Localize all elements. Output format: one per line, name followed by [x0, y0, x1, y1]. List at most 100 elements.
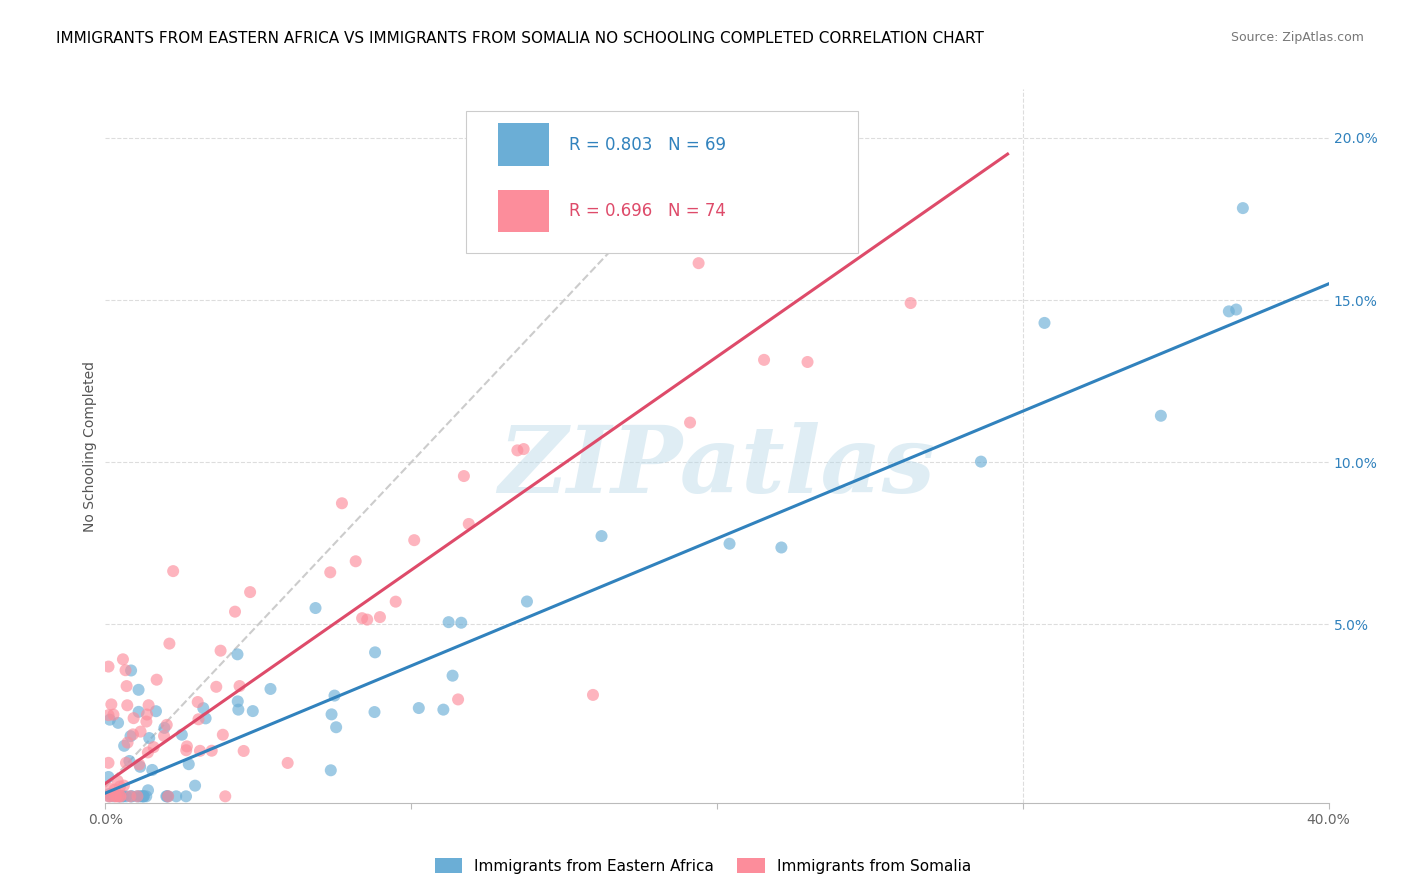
Y-axis label: No Schooling Completed: No Schooling Completed: [83, 360, 97, 532]
Point: [114, 663, 136, 677]
Point: [115, 679, 138, 693]
Point: [115, 756, 138, 770]
Point: [142, 740, 165, 755]
Point: [323, 689, 346, 703]
Point: [304, 601, 326, 615]
Point: [770, 541, 793, 555]
Legend: Immigrants from Eastern Africa, Immigrants from Somalia: Immigrants from Eastern Africa, Immigran…: [429, 852, 977, 880]
Point: [104, 789, 127, 804]
Point: [404, 533, 426, 548]
Point: [128, 682, 150, 697]
Point: [108, 780, 131, 794]
Point: [132, 789, 155, 804]
Point: [718, 537, 741, 551]
Point: [209, 643, 232, 657]
Point: [1225, 302, 1247, 317]
Point: [450, 615, 472, 630]
Point: [115, 789, 138, 804]
Point: [97, 756, 120, 770]
Point: [107, 715, 129, 730]
Point: [111, 652, 134, 666]
Point: [226, 648, 249, 662]
Point: [356, 613, 378, 627]
Point: [364, 645, 387, 659]
Point: [129, 724, 152, 739]
Point: [224, 605, 246, 619]
Point: [103, 789, 125, 804]
Point: [108, 789, 131, 804]
Point: [97, 789, 120, 804]
Point: [174, 789, 197, 804]
Point: [796, 355, 818, 369]
Point: [319, 566, 342, 580]
Point: [156, 718, 179, 732]
Point: [128, 789, 150, 804]
Point: [277, 756, 299, 770]
Point: [582, 688, 605, 702]
Point: [120, 664, 142, 678]
Point: [344, 554, 367, 568]
Point: [352, 611, 374, 625]
Point: [131, 789, 153, 804]
Point: [107, 789, 129, 804]
Point: [153, 721, 176, 735]
Text: R = 0.696   N = 74: R = 0.696 N = 74: [569, 202, 725, 219]
Point: [384, 595, 406, 609]
Point: [447, 692, 470, 706]
Point: [900, 296, 922, 310]
Point: [174, 743, 197, 757]
Point: [136, 746, 159, 760]
Point: [128, 705, 150, 719]
Point: [211, 728, 233, 742]
Point: [228, 703, 250, 717]
Point: [110, 789, 132, 804]
Text: Source: ZipAtlas.com: Source: ZipAtlas.com: [1230, 31, 1364, 45]
Point: [97, 708, 120, 723]
Point: [98, 789, 121, 804]
Point: [688, 256, 710, 270]
Point: [97, 781, 120, 796]
Point: [107, 789, 129, 804]
Point: [136, 707, 159, 722]
Point: [100, 698, 122, 712]
Point: [187, 712, 209, 726]
Text: IMMIGRANTS FROM EASTERN AFRICA VS IMMIGRANTS FROM SOMALIA NO SCHOOLING COMPLETED: IMMIGRANTS FROM EASTERN AFRICA VS IMMIGR…: [56, 31, 984, 46]
Point: [242, 704, 264, 718]
Point: [319, 764, 342, 778]
Point: [321, 707, 343, 722]
Point: [170, 728, 193, 742]
Point: [145, 704, 167, 718]
Point: [127, 789, 149, 804]
Point: [122, 711, 145, 725]
Point: [1232, 201, 1254, 215]
Point: [155, 789, 177, 804]
Point: [184, 779, 207, 793]
Point: [128, 757, 150, 772]
Point: [138, 731, 160, 745]
Point: [117, 735, 139, 749]
Point: [135, 789, 157, 804]
Point: [591, 529, 613, 543]
Point: [408, 701, 430, 715]
Point: [201, 744, 224, 758]
Point: [205, 680, 228, 694]
Point: [121, 789, 143, 804]
Point: [141, 763, 163, 777]
Point: [214, 789, 236, 804]
Point: [110, 789, 132, 804]
Point: [156, 789, 179, 804]
Point: [1033, 316, 1056, 330]
Point: [98, 713, 121, 727]
Point: [970, 455, 993, 469]
Point: [165, 789, 187, 804]
Point: [138, 698, 160, 713]
FancyBboxPatch shape: [498, 123, 550, 166]
Point: [100, 789, 122, 804]
Point: [107, 773, 129, 788]
Point: [453, 469, 475, 483]
Point: [129, 789, 152, 804]
Point: [145, 673, 167, 687]
Point: [187, 695, 209, 709]
Point: [105, 789, 128, 804]
Text: ZIPatlas: ZIPatlas: [499, 423, 935, 512]
